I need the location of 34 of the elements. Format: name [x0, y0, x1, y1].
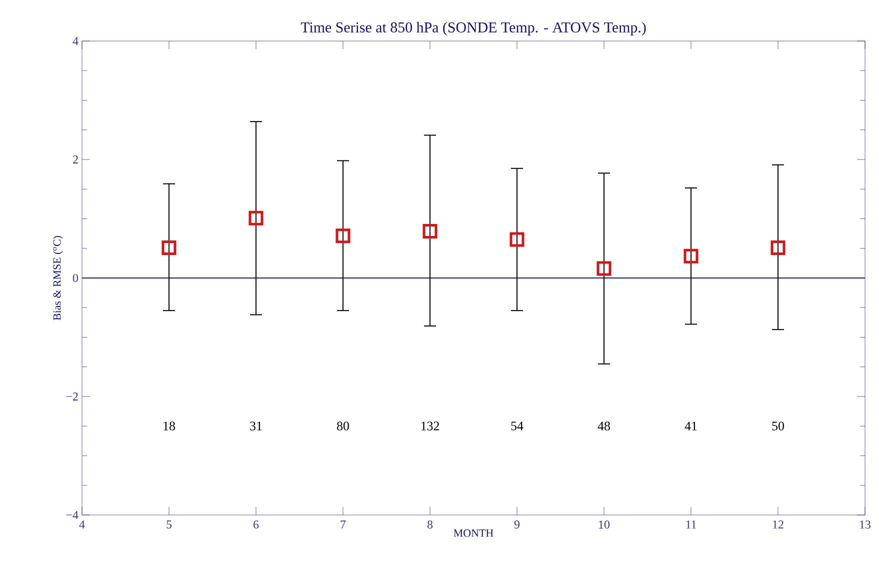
- x-tick-label: 7: [340, 520, 346, 528]
- annotation: 54: [511, 422, 524, 430]
- y-tick-label: 4: [72, 37, 78, 45]
- y-tick-label: 0: [72, 274, 78, 282]
- y-axis-title: Bias & RMSE ($^{o}$C): [52, 236, 63, 320]
- x-tick-label: 4: [79, 520, 85, 528]
- x-tick-label: 11: [686, 520, 696, 528]
- annotation: 48: [598, 422, 610, 430]
- point: [336, 228, 350, 244]
- point: [596, 261, 612, 276]
- chart-title: Time Serise at 850 hPa (SONDE Temp. - ATOVS Temp.): [300, 22, 646, 36]
- annotation: 18: [164, 422, 175, 430]
- point: [422, 224, 438, 238]
- annotation: 41: [684, 422, 697, 430]
- x-axis-title: MONTH: [454, 529, 494, 537]
- annotation: 80: [337, 422, 349, 430]
- point: [248, 210, 264, 226]
- x-tick-label: 9: [514, 520, 520, 529]
- x-tick-label: 10: [599, 520, 610, 529]
- y-tick-label: 2: [73, 156, 78, 164]
- point: [510, 232, 524, 247]
- point: [770, 240, 786, 256]
- y-tick-label: −4: [66, 511, 78, 519]
- annotation: 132: [421, 422, 440, 430]
- x-tick-label: 8: [427, 520, 433, 529]
- y-tick-label: −2: [66, 392, 78, 400]
- x-tick-label: 6: [254, 520, 259, 529]
- point: [684, 248, 698, 264]
- annotation: 50: [772, 422, 784, 430]
- annotation: 31: [250, 422, 262, 430]
- x-tick-label: 13: [860, 520, 871, 529]
- point: [162, 240, 176, 256]
- x-tick-label: 12: [773, 520, 784, 528]
- x-tick-label: 5: [166, 520, 172, 528]
